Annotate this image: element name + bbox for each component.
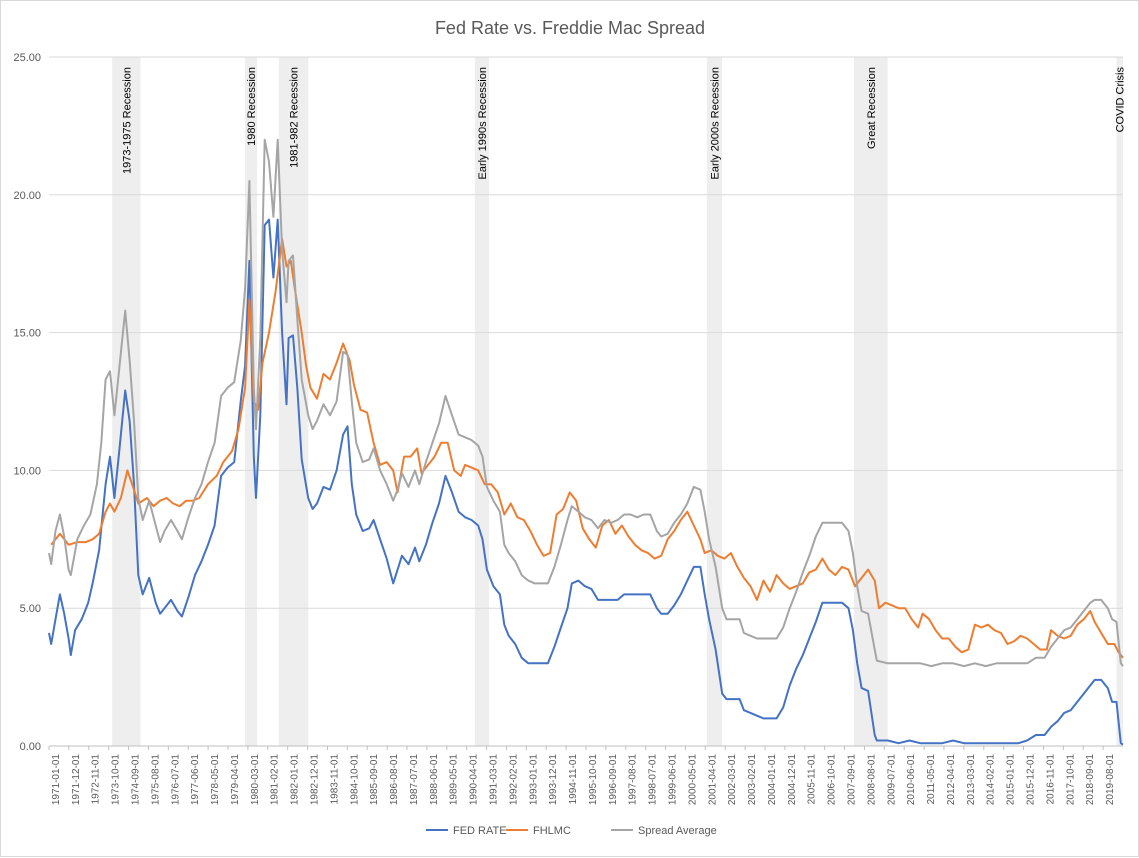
recession-label: 1980 Recession [246,67,258,146]
recession-label: 1973-1975 Recession [121,67,133,174]
x-tick-label: 1983-11-01 [329,754,340,805]
x-tick-label: 1977-06-01 [190,754,201,806]
x-tick-label: 2016-11-01 [1045,754,1056,805]
recession-band [474,57,490,746]
series-lines [48,138,1124,746]
x-tick-label: 1978-05-01 [210,754,221,806]
x-tick-label: 2008-08-01 [866,754,877,806]
x-tick-label: 1987-07-01 [409,754,420,806]
y-tick-label: 10.00 [13,465,41,477]
chart-title: Fed Rate vs. Freddie Mac Spread [435,18,705,38]
x-tick-label: 1992-02-01 [508,754,519,806]
x-tick-label: 1971-12-01 [71,754,82,806]
x-tick-label: 1997-08-01 [628,754,639,806]
y-tick-label: 15.00 [13,328,41,340]
x-tick-label: 1980-03-01 [250,754,261,806]
x-tick-label: 2003-02-01 [747,754,758,806]
x-tick-label: 1976-07-01 [170,754,181,806]
series-line-fhlmc [50,237,1124,659]
x-tick-label: 2000-05-01 [687,754,698,806]
x-tick-label: 1994-11-01 [568,754,579,805]
x-tick-label: 2019-08-01 [1105,754,1116,806]
x-tick-label: 1993-12-01 [548,754,559,806]
x-tick-label: 1985-09-01 [369,754,380,806]
x-tick-label: 2015-12-01 [1026,754,1037,806]
recession-band [245,57,258,746]
legend-label: FED RATE [453,825,507,837]
recession-label: COVID Crisis [1115,67,1127,133]
x-tick-label: 1982-12-01 [310,754,321,806]
x-tick-label: 1982-01-01 [290,754,301,806]
recession-band [706,57,723,746]
x-tick-label: 2010-06-01 [906,754,917,806]
x-tick-label: 2007-09-01 [847,754,858,806]
x-tick-label: 2004-12-01 [787,754,798,806]
x-tick-label: 2011-05-01 [926,754,937,805]
recession-bands [112,57,1123,746]
x-tick-label: 1988-06-01 [429,754,440,806]
recession-label: Early 2000s Recession [710,67,722,180]
x-tick-label: 1995-10-01 [588,754,599,806]
x-tick-label: 2014-02-01 [986,754,997,806]
x-tick-label: 1989-05-01 [449,754,460,806]
y-tick-label: 5.00 [20,603,41,615]
legend: FED RATE FHLMC Spread Average [426,825,717,837]
recession-labels: 1973-1975 Recession 1980 Recession 1981-98… [121,67,1126,180]
x-tick-label: 1984-10-01 [349,754,360,806]
x-tick-label: 2006-10-01 [827,754,838,806]
x-tick-label: 2001-04-01 [707,754,718,806]
x-tick-label: 1973-10-01 [111,754,122,806]
gridlines [49,56,1123,747]
x-tick-label: 1979-04-01 [230,754,241,806]
x-tick-label: 2009-07-01 [886,754,897,806]
x-tick-label: 1993-01-01 [528,754,539,806]
x-tick-label: 1981-02-01 [270,754,281,806]
y-tick-label: 0.00 [20,741,41,753]
x-tick-label: 1998-07-01 [648,754,659,806]
series-line-fed-rate [48,218,1124,746]
recession-label: Early 1990s Recession [477,67,489,180]
recession-label: 1981-982 Recession [289,67,301,168]
x-tick-label: 2005-11-01 [807,754,818,805]
axes: 0.00 5.00 10.00 15.00 20.00 25.00 1971-01-01 19… [13,52,1123,805]
x-tick-label: 2013-03-01 [966,754,977,806]
recession-band [278,57,309,746]
x-tick-label: 1975-08-01 [150,754,161,806]
x-tick-label: 1971-01-01 [51,754,62,806]
x-tick-label: 2017-10-01 [1065,754,1076,806]
x-tick-label: 2018-09-01 [1085,754,1096,806]
recession-label: Great Recession [866,67,878,149]
y-tick-label: 20.00 [13,190,41,202]
x-tick-label: 1991-03-01 [489,754,500,806]
x-tick-label: 1996-09-01 [608,754,619,806]
x-tick-label: 2012-04-01 [946,754,957,806]
recession-band [1116,57,1123,746]
x-tick-label: 1999-06-01 [668,754,679,806]
legend-label: Spread Average [638,825,717,837]
series-line-spread-average [48,138,1124,668]
x-tick-label: 2002-03-01 [727,754,738,806]
legend-label: FHLMC [533,825,571,837]
x-tick-label: 1990-04-01 [469,754,480,806]
recession-band [853,57,888,746]
x-tick-label: 1972-11-01 [91,754,102,805]
x-tick-label: 2004-01-01 [767,754,778,806]
x-tick-label: 1986-08-01 [389,754,400,806]
x-tick-label: 2015-01-01 [1006,754,1017,806]
y-tick-label: 25.00 [13,52,41,64]
x-tick-label: 1974-09-01 [131,754,142,806]
